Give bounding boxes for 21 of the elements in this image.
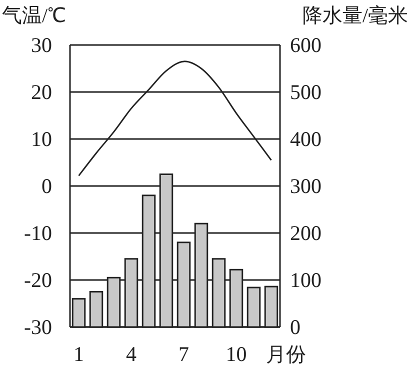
y2-tick-label: 0: [290, 315, 300, 339]
y2-tick-label: 600: [290, 33, 322, 57]
x-tick-label: 4: [126, 342, 137, 366]
y-tick-label: 20: [31, 80, 52, 104]
x-tick-label: 7: [178, 342, 189, 366]
y2-tick-label: 200: [290, 221, 322, 245]
x-axis-title: 月份: [266, 344, 306, 366]
y2-axis-title: 降水量/毫米: [302, 4, 408, 27]
y2-tick-label: 100: [290, 268, 322, 292]
y2-tick-label: 300: [290, 174, 322, 198]
y-tick-label: -30: [24, 315, 52, 339]
x-tick-label: 10: [226, 342, 247, 366]
y-tick-label: 30: [31, 33, 52, 57]
y-tick-label: -20: [24, 268, 52, 292]
y-tick-label: -10: [24, 221, 52, 245]
y2-tick-label: 500: [290, 80, 322, 104]
y2-tick-label: 400: [290, 127, 322, 151]
y-axis-title: 气温/℃: [2, 5, 66, 27]
y-tick-label: 10: [31, 127, 52, 151]
x-tick-label: 1: [74, 342, 84, 366]
y-tick-label: 0: [42, 174, 52, 198]
